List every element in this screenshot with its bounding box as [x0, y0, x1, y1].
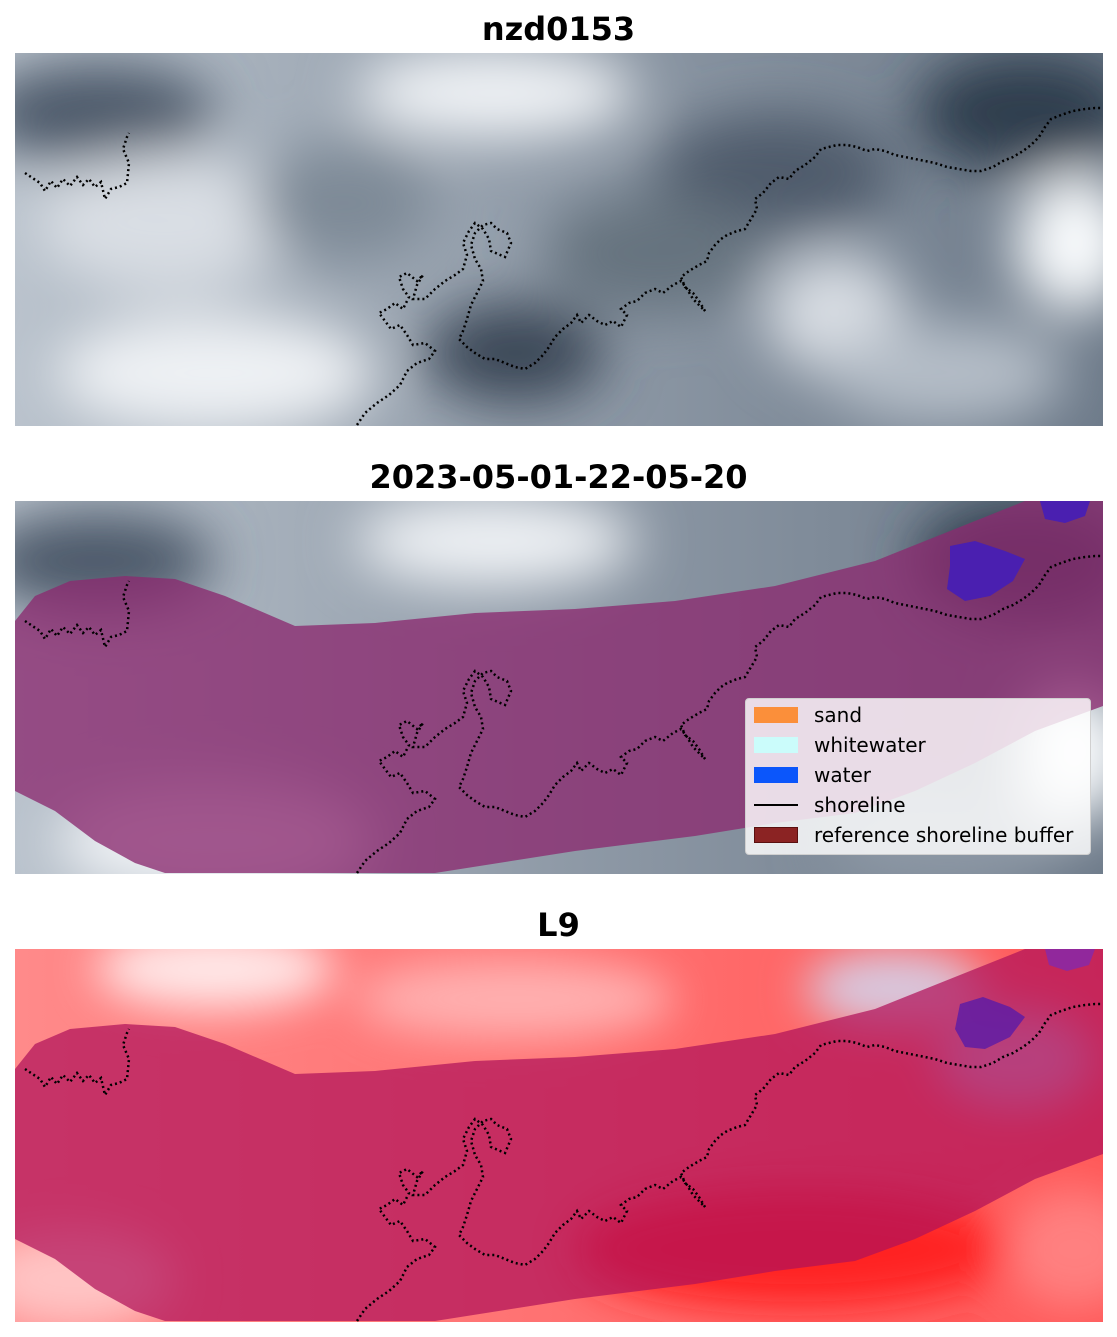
rgb-image [15, 53, 1103, 426]
legend-label: shoreline [814, 793, 906, 817]
shoreline-line [24, 554, 1103, 874]
shoreline-line [24, 106, 1103, 426]
water-patch [955, 997, 1025, 1049]
index-panel [15, 949, 1103, 1322]
classification-panel [15, 501, 1103, 874]
buffer-swatch [754, 827, 798, 843]
shoreline-line-swatch [754, 804, 798, 806]
water-patch-top [1040, 501, 1090, 523]
sand-swatch [754, 707, 798, 723]
legend: sand whitewater water shoreline referenc… [745, 698, 1091, 855]
water-swatch [754, 767, 798, 783]
water-patch [947, 541, 1025, 601]
rgb-image-panel [15, 53, 1103, 426]
legend-label: whitewater [814, 733, 926, 757]
legend-item-whitewater: whitewater [754, 733, 926, 757]
legend-label: sand [814, 703, 863, 727]
panel-title-rgb: nzd0153 [481, 10, 636, 48]
classification-image [15, 501, 1103, 874]
shoreline-line [24, 1002, 1103, 1322]
panel-title-satellite: L9 [537, 906, 580, 944]
legend-item-sand: sand [754, 703, 862, 727]
legend-item-water: water [754, 763, 871, 787]
index-image [15, 949, 1103, 1322]
water-patch-top [1045, 949, 1095, 971]
legend-item-buffer: reference shoreline buffer [754, 823, 1073, 847]
whitewater-swatch [754, 737, 798, 753]
legend-label: reference shoreline buffer [814, 823, 1074, 847]
panel-title-date: 2023-05-01-22-05-20 [369, 458, 748, 496]
legend-item-shoreline: shoreline [754, 793, 906, 817]
legend-label: water [814, 763, 871, 787]
reference-shoreline-buffer [15, 949, 1103, 1321]
